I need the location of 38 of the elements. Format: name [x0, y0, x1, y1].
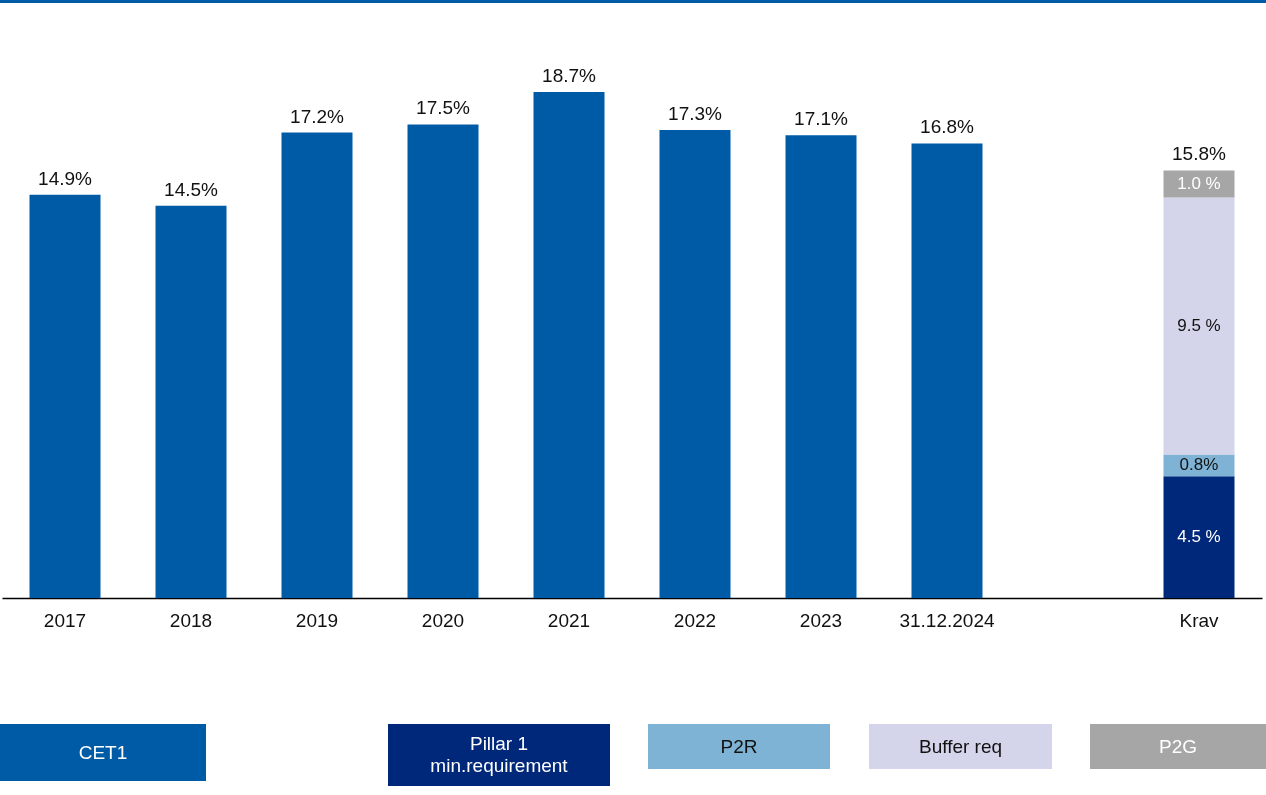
x-tick-label: 2020	[421, 609, 465, 631]
bar	[407, 124, 479, 598]
bar	[785, 135, 857, 598]
bar	[659, 129, 731, 598]
bar	[29, 194, 101, 598]
x-tick-label: 2019	[295, 609, 339, 631]
x-tick-label: Krav	[1179, 609, 1220, 631]
text: P2R	[648, 724, 830, 769]
bar	[911, 143, 983, 598]
data-label: 18.7%	[542, 65, 597, 86]
data-label: 9.5 %	[1177, 316, 1221, 336]
data-label: 0.8%	[1179, 455, 1219, 475]
bar	[1163, 197, 1235, 455]
bar	[533, 92, 605, 598]
text: P2G	[1090, 724, 1266, 769]
bar	[281, 132, 353, 598]
total-label: 15.8%	[1172, 143, 1227, 165]
text: CET1	[0, 724, 206, 781]
data-label: 16.8%	[920, 116, 975, 138]
data-label: 17.5%	[416, 97, 471, 119]
bar	[1163, 170, 1235, 198]
data-label: 14.5%	[164, 178, 219, 200]
data-label: 17.1%	[794, 108, 849, 130]
x-tick-label: 2017	[43, 609, 87, 631]
text: Buffer req	[869, 724, 1052, 769]
text: Pillar 1 min.requirement	[388, 724, 610, 786]
bar	[1163, 476, 1235, 598]
data-label: 14.9%	[38, 167, 93, 189]
data-label: 17.3%	[668, 102, 723, 124]
x-tick-label: 2022	[673, 609, 717, 631]
data-label: 4.5 %	[1177, 527, 1221, 547]
data-label: 1.0 %	[1177, 174, 1221, 193]
bar	[155, 205, 227, 598]
data-label: 17.2%	[290, 105, 345, 127]
x-tick-label: 31.12.2024	[899, 609, 995, 631]
x-tick-label: 2023	[799, 609, 843, 631]
x-tick-label: 2018	[169, 609, 213, 631]
x-tick-label: 2021	[547, 609, 591, 631]
